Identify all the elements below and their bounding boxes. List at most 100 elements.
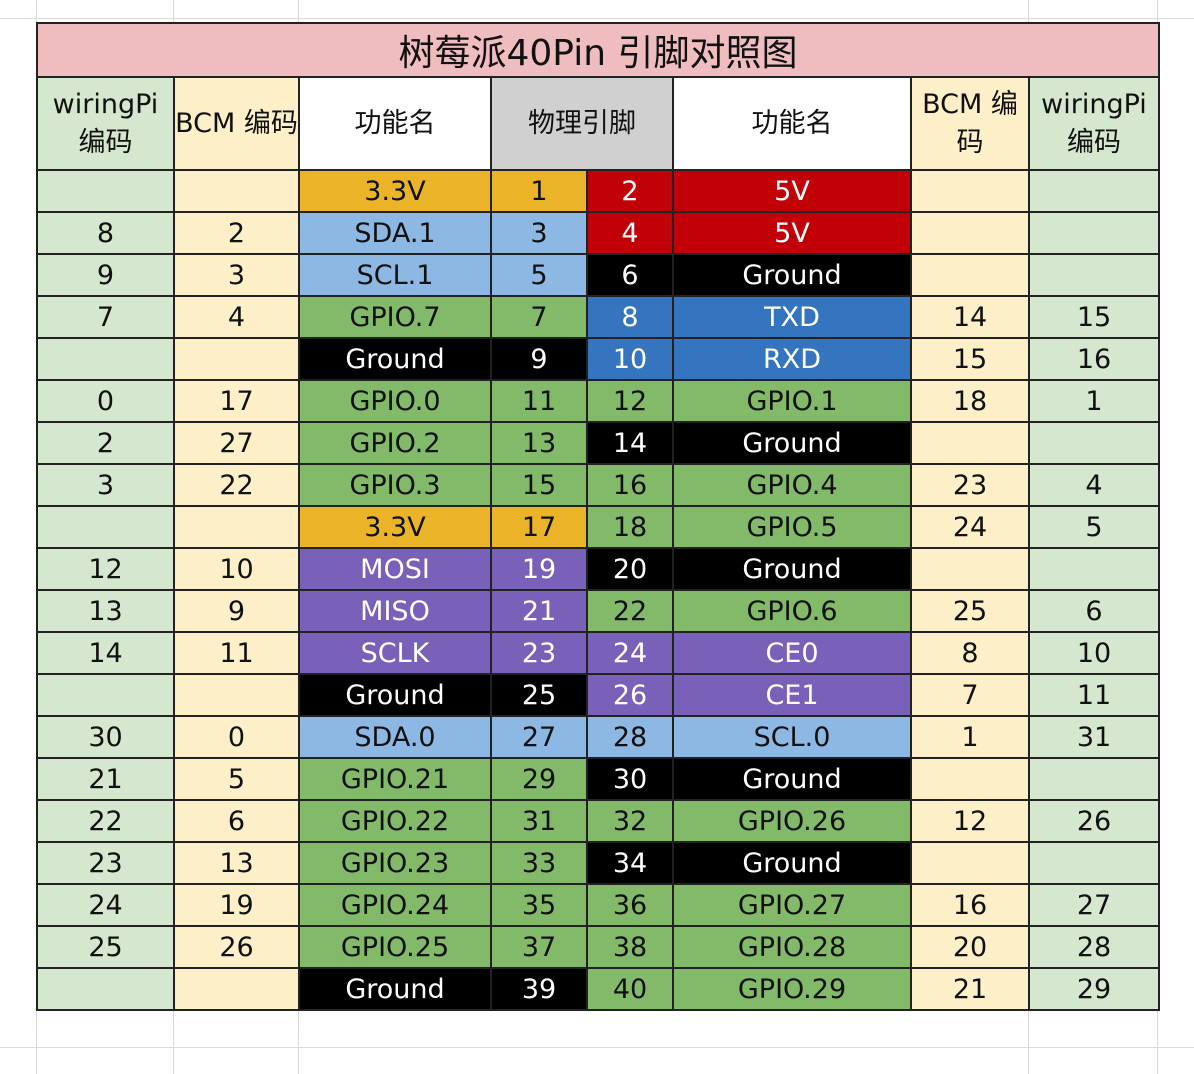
physical-pin-odd: 29 (490, 757, 588, 801)
physical-pin-odd: 13 (490, 421, 588, 465)
header-bcm-right: BCM 编码 (910, 76, 1030, 171)
header-wiringpi-right: wiringPi 编码 (1028, 76, 1160, 171)
physical-pin-odd: 33 (490, 841, 588, 885)
wiringpi-right-cell (1028, 841, 1160, 885)
bcm-right-cell (910, 169, 1030, 213)
wiringpi-right-cell: 26 (1028, 799, 1160, 843)
pin-row: 21 5 GPIO.21 29 30 Ground (36, 757, 1160, 801)
bcm-right-cell (910, 757, 1030, 801)
physical-pin-even: 38 (586, 925, 674, 969)
wiringpi-left-cell (36, 337, 175, 381)
function-right-cell: Ground (672, 757, 912, 801)
function-left-cell: 3.3V (298, 505, 492, 549)
wiringpi-right-cell: 15 (1028, 295, 1160, 339)
wiringpi-left-cell: 24 (36, 883, 175, 927)
bcm-right-cell (910, 841, 1030, 885)
wiringpi-right-cell: 31 (1028, 715, 1160, 759)
function-right-cell: GPIO.6 (672, 589, 912, 633)
physical-pin-even: 30 (586, 757, 674, 801)
function-left-cell: SDA.1 (298, 211, 492, 255)
function-right-cell: 5V (672, 211, 912, 255)
function-right-cell: GPIO.26 (672, 799, 912, 843)
pin-row: 30 0 SDA.0 27 28 SCL.0 1 31 (36, 715, 1160, 759)
bcm-left-cell (173, 337, 300, 381)
physical-pin-even: 10 (586, 337, 674, 381)
bcm-right-cell: 21 (910, 967, 1030, 1011)
bcm-left-cell: 13 (173, 841, 300, 885)
header-physical-pin: 物理引脚 (490, 76, 674, 171)
function-right-cell: Ground (672, 421, 912, 465)
wiringpi-left-cell: 0 (36, 379, 175, 423)
physical-pin-odd: 21 (490, 589, 588, 633)
physical-pin-even: 34 (586, 841, 674, 885)
function-left-cell: SCLK (298, 631, 492, 675)
pin-row: 9 3 SCL.1 5 6 Ground (36, 253, 1160, 297)
bcm-left-cell: 19 (173, 883, 300, 927)
header-function-right: 功能名 (672, 76, 912, 171)
wiringpi-right-cell (1028, 211, 1160, 255)
function-right-cell: TXD (672, 295, 912, 339)
bcm-left-cell: 5 (173, 757, 300, 801)
bcm-right-cell (910, 253, 1030, 297)
bcm-left-cell: 10 (173, 547, 300, 591)
wiringpi-right-cell (1028, 757, 1160, 801)
function-right-cell: 5V (672, 169, 912, 213)
physical-pin-even: 6 (586, 253, 674, 297)
wiringpi-right-cell: 27 (1028, 883, 1160, 927)
function-left-cell: 3.3V (298, 169, 492, 213)
bcm-left-cell (173, 169, 300, 213)
bcm-right-cell: 12 (910, 799, 1030, 843)
function-right-cell: GPIO.5 (672, 505, 912, 549)
bcm-right-cell: 18 (910, 379, 1030, 423)
physical-pin-even: 20 (586, 547, 674, 591)
wiringpi-left-cell (36, 967, 175, 1011)
physical-pin-odd: 3 (490, 211, 588, 255)
wiringpi-left-cell (36, 169, 175, 213)
bcm-left-cell: 27 (173, 421, 300, 465)
physical-pin-even: 18 (586, 505, 674, 549)
page-title: 树莓派40Pin 引脚对照图 (36, 22, 1160, 78)
function-right-cell: CE1 (672, 673, 912, 717)
pin-row: 0 17 GPIO.0 11 12 GPIO.1 18 1 (36, 379, 1160, 423)
wiringpi-right-cell: 11 (1028, 673, 1160, 717)
function-left-cell: Ground (298, 673, 492, 717)
function-left-cell: MOSI (298, 547, 492, 591)
wiringpi-left-cell: 13 (36, 589, 175, 633)
wiringpi-right-cell (1028, 253, 1160, 297)
wiringpi-left-cell: 2 (36, 421, 175, 465)
physical-pin-odd: 39 (490, 967, 588, 1011)
bcm-right-cell: 24 (910, 505, 1030, 549)
function-right-cell: GPIO.29 (672, 967, 912, 1011)
wiringpi-left-cell: 22 (36, 799, 175, 843)
function-left-cell: Ground (298, 337, 492, 381)
wiringpi-right-cell: 16 (1028, 337, 1160, 381)
wiringpi-left-cell: 21 (36, 757, 175, 801)
function-left-cell: SCL.1 (298, 253, 492, 297)
physical-pin-odd: 17 (490, 505, 588, 549)
physical-pin-even: 28 (586, 715, 674, 759)
function-right-cell: GPIO.4 (672, 463, 912, 507)
wiringpi-left-cell: 23 (36, 841, 175, 885)
physical-pin-odd: 37 (490, 925, 588, 969)
physical-pin-even: 24 (586, 631, 674, 675)
function-right-cell: GPIO.28 (672, 925, 912, 969)
bcm-right-cell: 1 (910, 715, 1030, 759)
function-left-cell: SDA.0 (298, 715, 492, 759)
pin-row: 25 26 GPIO.25 37 38 GPIO.28 20 28 (36, 925, 1160, 969)
function-left-cell: GPIO.25 (298, 925, 492, 969)
wiringpi-left-cell: 9 (36, 253, 175, 297)
wiringpi-left-cell (36, 673, 175, 717)
header-wiringpi-left: wiringPi 编码 (36, 76, 175, 171)
physical-pin-even: 40 (586, 967, 674, 1011)
physical-pin-odd: 31 (490, 799, 588, 843)
physical-pin-even: 12 (586, 379, 674, 423)
header-row: wiringPi 编码 BCM 编码 功能名 物理引脚 功能名 BCM 编码 w… (36, 76, 1160, 171)
physical-pin-odd: 27 (490, 715, 588, 759)
wiringpi-left-cell: 8 (36, 211, 175, 255)
physical-pin-odd: 5 (490, 253, 588, 297)
header-function-left: 功能名 (298, 76, 492, 171)
function-left-cell: GPIO.7 (298, 295, 492, 339)
physical-pin-even: 32 (586, 799, 674, 843)
bcm-left-cell (173, 673, 300, 717)
function-right-cell: RXD (672, 337, 912, 381)
